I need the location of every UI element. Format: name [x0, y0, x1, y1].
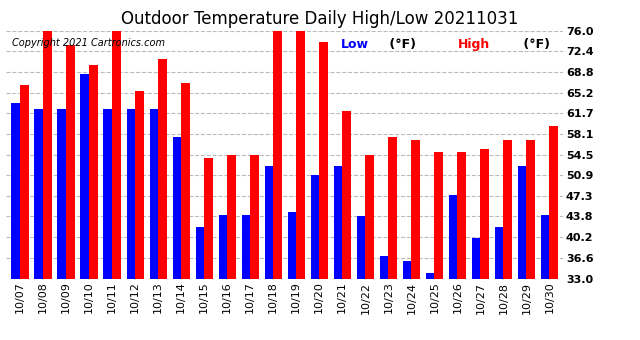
Bar — [158, 59, 167, 279]
Bar — [264, 166, 273, 279]
Text: Outdoor Temperature Daily High/Low 20211031: Outdoor Temperature Daily High/Low 20211… — [122, 10, 518, 28]
Bar — [365, 155, 374, 279]
Bar — [435, 152, 443, 279]
Text: (°F): (°F) — [518, 38, 550, 51]
Bar — [135, 91, 144, 279]
Bar — [403, 261, 412, 279]
Bar — [81, 74, 89, 279]
Bar — [44, 25, 52, 279]
Bar — [380, 256, 388, 279]
Bar — [472, 238, 481, 279]
Bar — [518, 166, 526, 279]
Bar — [181, 83, 190, 279]
Bar — [89, 65, 98, 279]
Bar — [196, 227, 204, 279]
Bar — [356, 217, 365, 279]
Bar — [310, 175, 319, 279]
Bar — [342, 112, 351, 279]
Bar — [250, 155, 259, 279]
Bar — [549, 126, 558, 279]
Bar — [273, 28, 282, 279]
Bar — [458, 152, 466, 279]
Bar — [495, 227, 504, 279]
Bar — [20, 85, 29, 279]
Bar — [388, 137, 397, 279]
Bar — [127, 108, 135, 279]
Bar — [112, 28, 121, 279]
Bar — [173, 137, 181, 279]
Bar — [333, 166, 342, 279]
Bar — [449, 195, 458, 279]
Text: (°F): (°F) — [385, 38, 416, 51]
Text: High: High — [458, 38, 490, 51]
Bar — [66, 45, 75, 279]
Bar — [58, 108, 66, 279]
Bar — [504, 140, 512, 279]
Bar — [319, 42, 328, 279]
Bar — [218, 215, 227, 279]
Bar — [150, 108, 158, 279]
Bar — [104, 108, 112, 279]
Bar — [481, 149, 489, 279]
Bar — [227, 155, 236, 279]
Bar — [426, 273, 435, 279]
Bar — [541, 215, 549, 279]
Bar — [526, 140, 535, 279]
Bar — [412, 140, 420, 279]
Text: Copyright 2021 Cartronics.com: Copyright 2021 Cartronics.com — [12, 38, 165, 48]
Bar — [241, 215, 250, 279]
Bar — [35, 108, 44, 279]
Bar — [12, 103, 20, 279]
Bar — [287, 212, 296, 279]
Bar — [296, 28, 305, 279]
Bar — [204, 157, 213, 279]
Text: Low: Low — [340, 38, 369, 51]
